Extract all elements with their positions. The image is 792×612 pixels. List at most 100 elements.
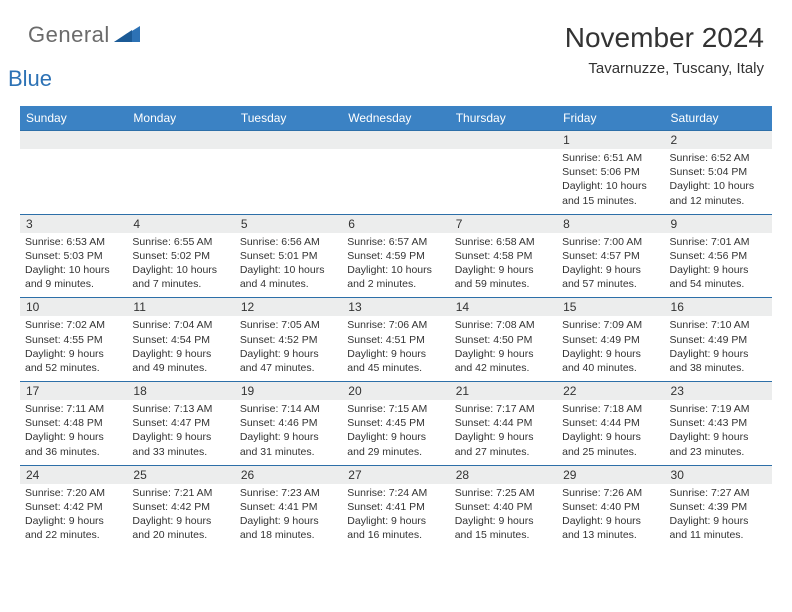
sunrise-line: Sunrise: 6:55 AM: [132, 235, 229, 249]
day-cell: Sunrise: 6:53 AMSunset: 5:03 PMDaylight:…: [20, 233, 127, 298]
sunset-line: Sunset: 4:47 PM: [132, 416, 229, 430]
day-cell: Sunrise: 7:15 AMSunset: 4:45 PMDaylight:…: [342, 400, 449, 465]
sunset-line: Sunset: 4:40 PM: [562, 500, 659, 514]
daynum-row: 17181920212223: [20, 382, 772, 401]
sunset-line: Sunset: 4:50 PM: [455, 333, 552, 347]
day-cell: Sunrise: 7:20 AMSunset: 4:42 PMDaylight:…: [20, 484, 127, 549]
sunset-line: Sunset: 4:49 PM: [562, 333, 659, 347]
triangle-icon: [114, 24, 140, 47]
day-cell: Sunrise: 7:27 AMSunset: 4:39 PMDaylight:…: [665, 484, 772, 549]
sunset-line: Sunset: 4:39 PM: [670, 500, 767, 514]
daynum-cell: 14: [450, 298, 557, 317]
sunrise-line: Sunrise: 7:11 AM: [25, 402, 122, 416]
sunset-line: Sunset: 4:52 PM: [240, 333, 337, 347]
sunrise-line: Sunrise: 7:20 AM: [25, 486, 122, 500]
day-cell: Sunrise: 7:26 AMSunset: 4:40 PMDaylight:…: [557, 484, 664, 549]
info-row: Sunrise: 7:20 AMSunset: 4:42 PMDaylight:…: [20, 484, 772, 549]
day-number: 14: [456, 300, 469, 314]
daynum-cell: 11: [127, 298, 234, 317]
sunrise-line: Sunrise: 7:18 AM: [562, 402, 659, 416]
dow-sunday: Sunday: [20, 106, 127, 131]
day-number: 11: [133, 300, 145, 314]
daynum-cell: 22: [557, 382, 664, 401]
day-cell: Sunrise: 7:00 AMSunset: 4:57 PMDaylight:…: [557, 233, 664, 298]
sunrise-line: Sunrise: 7:01 AM: [670, 235, 767, 249]
daylight-line: Daylight: 10 hours and 12 minutes.: [670, 179, 767, 207]
day-cell: Sunrise: 7:05 AMSunset: 4:52 PMDaylight:…: [235, 316, 342, 381]
sunset-line: Sunset: 4:51 PM: [347, 333, 444, 347]
day-cell: Sunrise: 7:10 AMSunset: 4:49 PMDaylight:…: [665, 316, 772, 381]
daynum-cell: 20: [342, 382, 449, 401]
daylight-line: Daylight: 9 hours and 38 minutes.: [670, 347, 767, 375]
day-cell: Sunrise: 6:58 AMSunset: 4:58 PMDaylight:…: [450, 233, 557, 298]
sunrise-line: Sunrise: 7:13 AM: [132, 402, 229, 416]
sunrise-line: Sunrise: 7:14 AM: [240, 402, 337, 416]
logo-word1: General: [28, 22, 110, 47]
day-cell: Sunrise: 7:13 AMSunset: 4:47 PMDaylight:…: [127, 400, 234, 465]
daylight-line: Daylight: 9 hours and 22 minutes.: [25, 514, 122, 542]
day-number: 17: [26, 384, 39, 398]
daylight-line: Daylight: 9 hours and 49 minutes.: [132, 347, 229, 375]
daynum-cell: 3: [20, 214, 127, 233]
daynum-cell: 16: [665, 298, 772, 317]
sunset-line: Sunset: 4:48 PM: [25, 416, 122, 430]
sunrise-line: Sunrise: 7:24 AM: [347, 486, 444, 500]
day-cell: [127, 149, 234, 214]
daynum-cell: 2: [665, 131, 772, 150]
day-number: 22: [563, 384, 576, 398]
sunrise-line: Sunrise: 7:26 AM: [562, 486, 659, 500]
daylight-line: Daylight: 9 hours and 54 minutes.: [670, 263, 767, 291]
daynum-row: 10111213141516: [20, 298, 772, 317]
day-cell: Sunrise: 7:08 AMSunset: 4:50 PMDaylight:…: [450, 316, 557, 381]
info-row: Sunrise: 7:11 AMSunset: 4:48 PM Daylight:…: [20, 400, 772, 465]
daynum-cell: 5: [235, 214, 342, 233]
day-number: 7: [456, 217, 463, 231]
daylight-line: Daylight: 9 hours and 42 minutes.: [455, 347, 552, 375]
calendar-table: Sunday Monday Tuesday Wednesday Thursday…: [20, 106, 772, 548]
info-row: Sunrise: 7:02 AMSunset: 4:55 PMDaylight:…: [20, 316, 772, 381]
daynum-cell: 30: [665, 465, 772, 484]
sunrise-line: Sunrise: 7:05 AM: [240, 318, 337, 332]
sunset-line: Sunset: 5:02 PM: [132, 249, 229, 263]
dow-thursday: Thursday: [450, 106, 557, 131]
daynum-cell: 6: [342, 214, 449, 233]
sunrise-line: Sunrise: 7:00 AM: [562, 235, 659, 249]
daylight-line: Daylight: 9 hours and 31 minutes.: [240, 430, 337, 458]
sunset-line: Sunset: 4:44 PM: [455, 416, 552, 430]
month-title: November 2024: [565, 22, 764, 54]
dow-wednesday: Wednesday: [342, 106, 449, 131]
sunset-line: Sunset: 4:40 PM: [455, 500, 552, 514]
daylight-line: Daylight: 9 hours and 15 minutes.: [455, 514, 552, 542]
sunrise-line: Sunrise: 7:21 AM: [132, 486, 229, 500]
daylight-line: Daylight: 9 hours and 40 minutes.: [562, 347, 659, 375]
daynum-cell: [342, 131, 449, 150]
day-number: 20: [348, 384, 361, 398]
daylight-line: Daylight: 9 hours and 47 minutes.: [240, 347, 337, 375]
day-number: 18: [133, 384, 146, 398]
sunrise-line: Sunrise: 7:15 AM: [347, 402, 444, 416]
sunrise-line: Sunrise: 7:19 AM: [670, 402, 767, 416]
day-cell: Sunrise: 6:51 AMSunset: 5:06 PMDaylight:…: [557, 149, 664, 214]
day-number: 3: [26, 217, 33, 231]
dow-row: Sunday Monday Tuesday Wednesday Thursday…: [20, 106, 772, 131]
daylight-line: Daylight: 9 hours and 25 minutes.: [562, 430, 659, 458]
title-block: November 2024 Tavarnuzze, Tuscany, Italy: [565, 22, 764, 77]
day-cell: Sunrise: 7:24 AMSunset: 4:41 PMDaylight:…: [342, 484, 449, 549]
day-cell: Sunrise: 7:21 AMSunset: 4:42 PMDaylight:…: [127, 484, 234, 549]
daynum-row: 24252627282930: [20, 465, 772, 484]
daylight-line: Daylight: 10 hours and 15 minutes.: [562, 179, 659, 207]
daylight-line: Daylight: 9 hours and 57 minutes.: [562, 263, 659, 291]
sunset-line: Sunset: 4:59 PM: [347, 249, 444, 263]
day-number: 15: [563, 300, 576, 314]
sunrise-line: Sunrise: 6:58 AM: [455, 235, 552, 249]
daynum-cell: [20, 131, 127, 150]
daynum-cell: [235, 131, 342, 150]
sunrise-line: Sunrise: 7:09 AM: [562, 318, 659, 332]
day-number: 4: [133, 217, 140, 231]
daynum-cell: 29: [557, 465, 664, 484]
day-cell: Sunrise: 7:02 AMSunset: 4:55 PMDaylight:…: [20, 316, 127, 381]
day-number: 19: [241, 384, 254, 398]
dow-friday: Friday: [557, 106, 664, 131]
daylight-line: Daylight: 10 hours and 7 minutes.: [132, 263, 229, 291]
info-row: Sunrise: 6:51 AMSunset: 5:06 PMDaylight:…: [20, 149, 772, 214]
